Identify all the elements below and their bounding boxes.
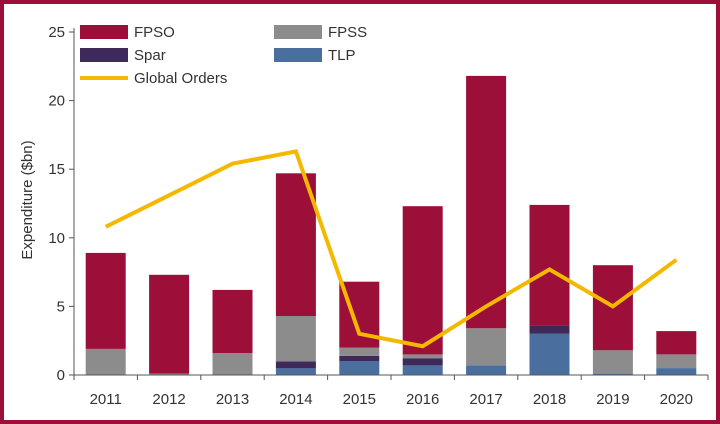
y-tick-label-20: 20 [48,93,65,110]
legend-label-fpss: FPSS [328,24,367,41]
bar-fpss-2012 [149,373,190,375]
legend-label-global-orders: Global Orders [134,70,227,87]
bar-tlp-2020 [656,368,697,375]
legend-label-tlp: TLP [328,47,356,64]
y-tick-label-5: 5 [57,298,65,315]
legend-swatch-spar [80,48,128,62]
x-tick-label-2019: 2019 [596,391,629,408]
bar-fpso-2014 [275,173,316,316]
bar-spar-2015 [339,355,380,362]
bar-tlp-2015 [339,361,380,375]
x-tick-label-2016: 2016 [406,391,439,408]
bar-spar-2018 [529,325,570,334]
bar-fpso-2013 [212,289,253,353]
bar-tlp-2014 [275,368,316,375]
x-tick-label-2015: 2015 [343,391,376,408]
bar-fpss-2019 [592,350,633,374]
x-tick-label-2014: 2014 [279,391,312,408]
bar-fpso-2020 [656,331,697,355]
line-layer [104,149,678,349]
bar-fpso-2017 [466,75,507,329]
x-tick-label-2011: 2011 [90,391,122,408]
y-tick-label-15: 15 [48,161,65,178]
axes-layer: 0 5 10 15 20 25 2011 2012 2013 2014 2015 2016 2017 20… [48,24,709,408]
bar-spar-2014 [275,361,316,369]
bar-tlp-2016 [402,365,443,375]
x-tick-label-2012: 2012 [152,391,185,408]
bar-fpso-2016 [402,206,443,355]
x-tick-label-2020: 2020 [660,391,693,408]
bar-fpss-2020 [656,354,697,369]
legend-swatch-fpso [80,25,128,39]
x-tick-label-2018: 2018 [533,391,566,408]
legend: FPSO FPSS Spar TLP Global Orders [80,24,367,87]
bar-fpso-2012 [149,274,190,374]
y-tick-label-25: 25 [48,24,65,41]
bar-tlp-2017 [466,365,507,375]
x-tick-label-2013: 2013 [216,391,249,408]
y-tick-label-0: 0 [57,367,65,384]
legend-swatch-fpss [274,25,322,39]
bar-fpss-2017 [466,328,507,366]
legend-swatch-tlp [274,48,322,62]
bars-layer [85,75,697,375]
bar-spar-2016 [402,358,443,366]
bar-tlp-2018 [529,333,570,375]
line-global-orders [104,149,678,349]
bar-fpss-2014 [275,316,316,362]
bar-fpss-2011 [85,348,126,375]
bar-tlp-2019 [592,373,633,375]
y-tick-label-10: 10 [48,230,65,247]
bar-fpso-2011 [85,252,126,349]
legend-label-fpso: FPSO [134,24,175,41]
bar-fpss-2016 [402,354,443,359]
bar-fpso-2018 [529,204,570,326]
x-tick-label-2017: 2017 [469,391,502,408]
legend-label-spar: Spar [134,47,166,64]
bar-fpss-2015 [339,347,380,356]
bar-fpss-2013 [212,353,253,375]
y-axis-label: Expenditure ($bn) [19,140,36,259]
